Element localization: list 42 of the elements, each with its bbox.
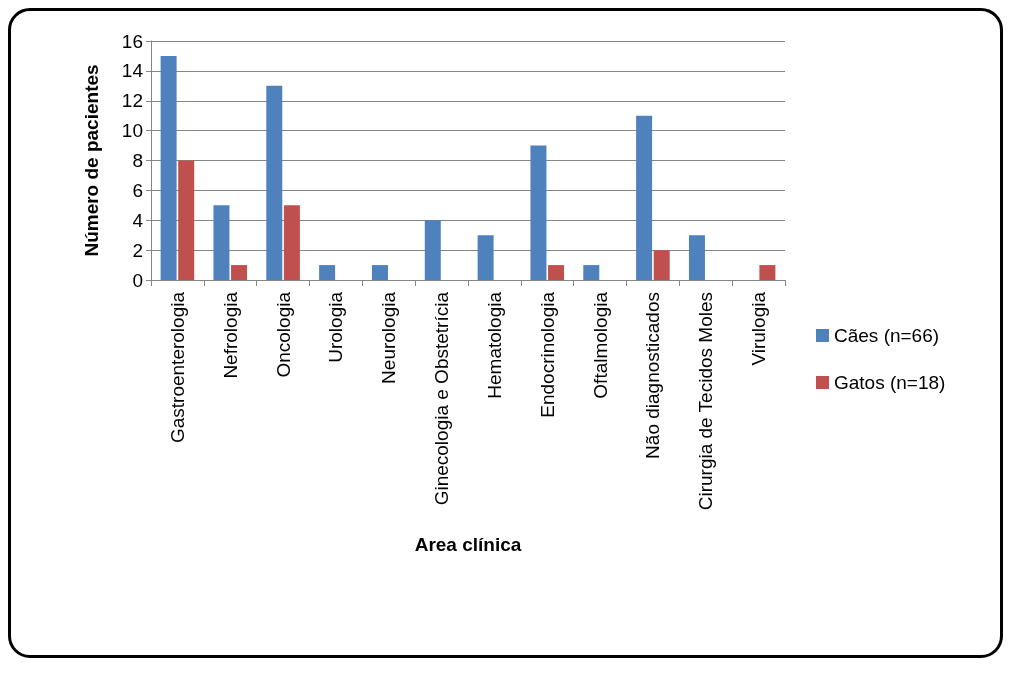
- bar: [477, 235, 494, 280]
- x-tick-label: Endocrinologia: [536, 291, 558, 418]
- bar: [283, 205, 300, 280]
- y-tick-label: 14: [121, 60, 144, 82]
- bar: [424, 220, 441, 280]
- bar: [231, 265, 248, 280]
- bar: [530, 145, 547, 280]
- bar: [548, 265, 565, 280]
- y-tick-label: 16: [121, 30, 143, 52]
- y-tick-label: 6: [132, 179, 143, 201]
- x-tick-label: Urologia: [325, 291, 347, 363]
- bar: [583, 265, 600, 280]
- x-tick-label: Virulogia: [748, 291, 770, 366]
- y-tick-label: 12: [121, 90, 143, 112]
- y-tick-label: 0: [132, 269, 143, 291]
- y-tick-label: 10: [121, 120, 143, 142]
- legend-label: Gatos (n=18): [834, 372, 946, 393]
- x-tick-label: Oncologia: [272, 291, 294, 378]
- bar: [759, 265, 776, 280]
- x-tick-label: Gastroenterologia: [166, 291, 188, 444]
- bar: [178, 160, 195, 280]
- y-axis-title: Número de pacientes: [81, 64, 102, 257]
- x-axis-title: Area clínica: [414, 534, 522, 555]
- legend-label: Cães (n=66): [834, 325, 940, 346]
- x-tick-label: Nefrologia: [219, 291, 241, 379]
- bar: [688, 235, 705, 280]
- bar: [213, 205, 230, 280]
- bar: [319, 265, 336, 280]
- bar: [371, 265, 388, 280]
- bar: [636, 115, 653, 280]
- x-tick-label: Hematologia: [483, 291, 505, 399]
- x-tick-label: Ginecologia e Obstetrícia: [431, 291, 453, 506]
- x-tick-label: Oftalmologia: [589, 291, 611, 399]
- y-tick-label: 2: [132, 239, 143, 261]
- x-tick-label: Cirurgia de Tecidos Moles: [695, 292, 717, 511]
- bar: [160, 55, 177, 280]
- x-tick-label: Não diagnosticados: [642, 292, 664, 459]
- y-tick-label: 4: [132, 209, 144, 231]
- x-tick-label: Neurologia: [378, 291, 400, 384]
- bar: [266, 85, 283, 280]
- bar: [653, 250, 670, 280]
- y-tick-label: 8: [132, 150, 143, 171]
